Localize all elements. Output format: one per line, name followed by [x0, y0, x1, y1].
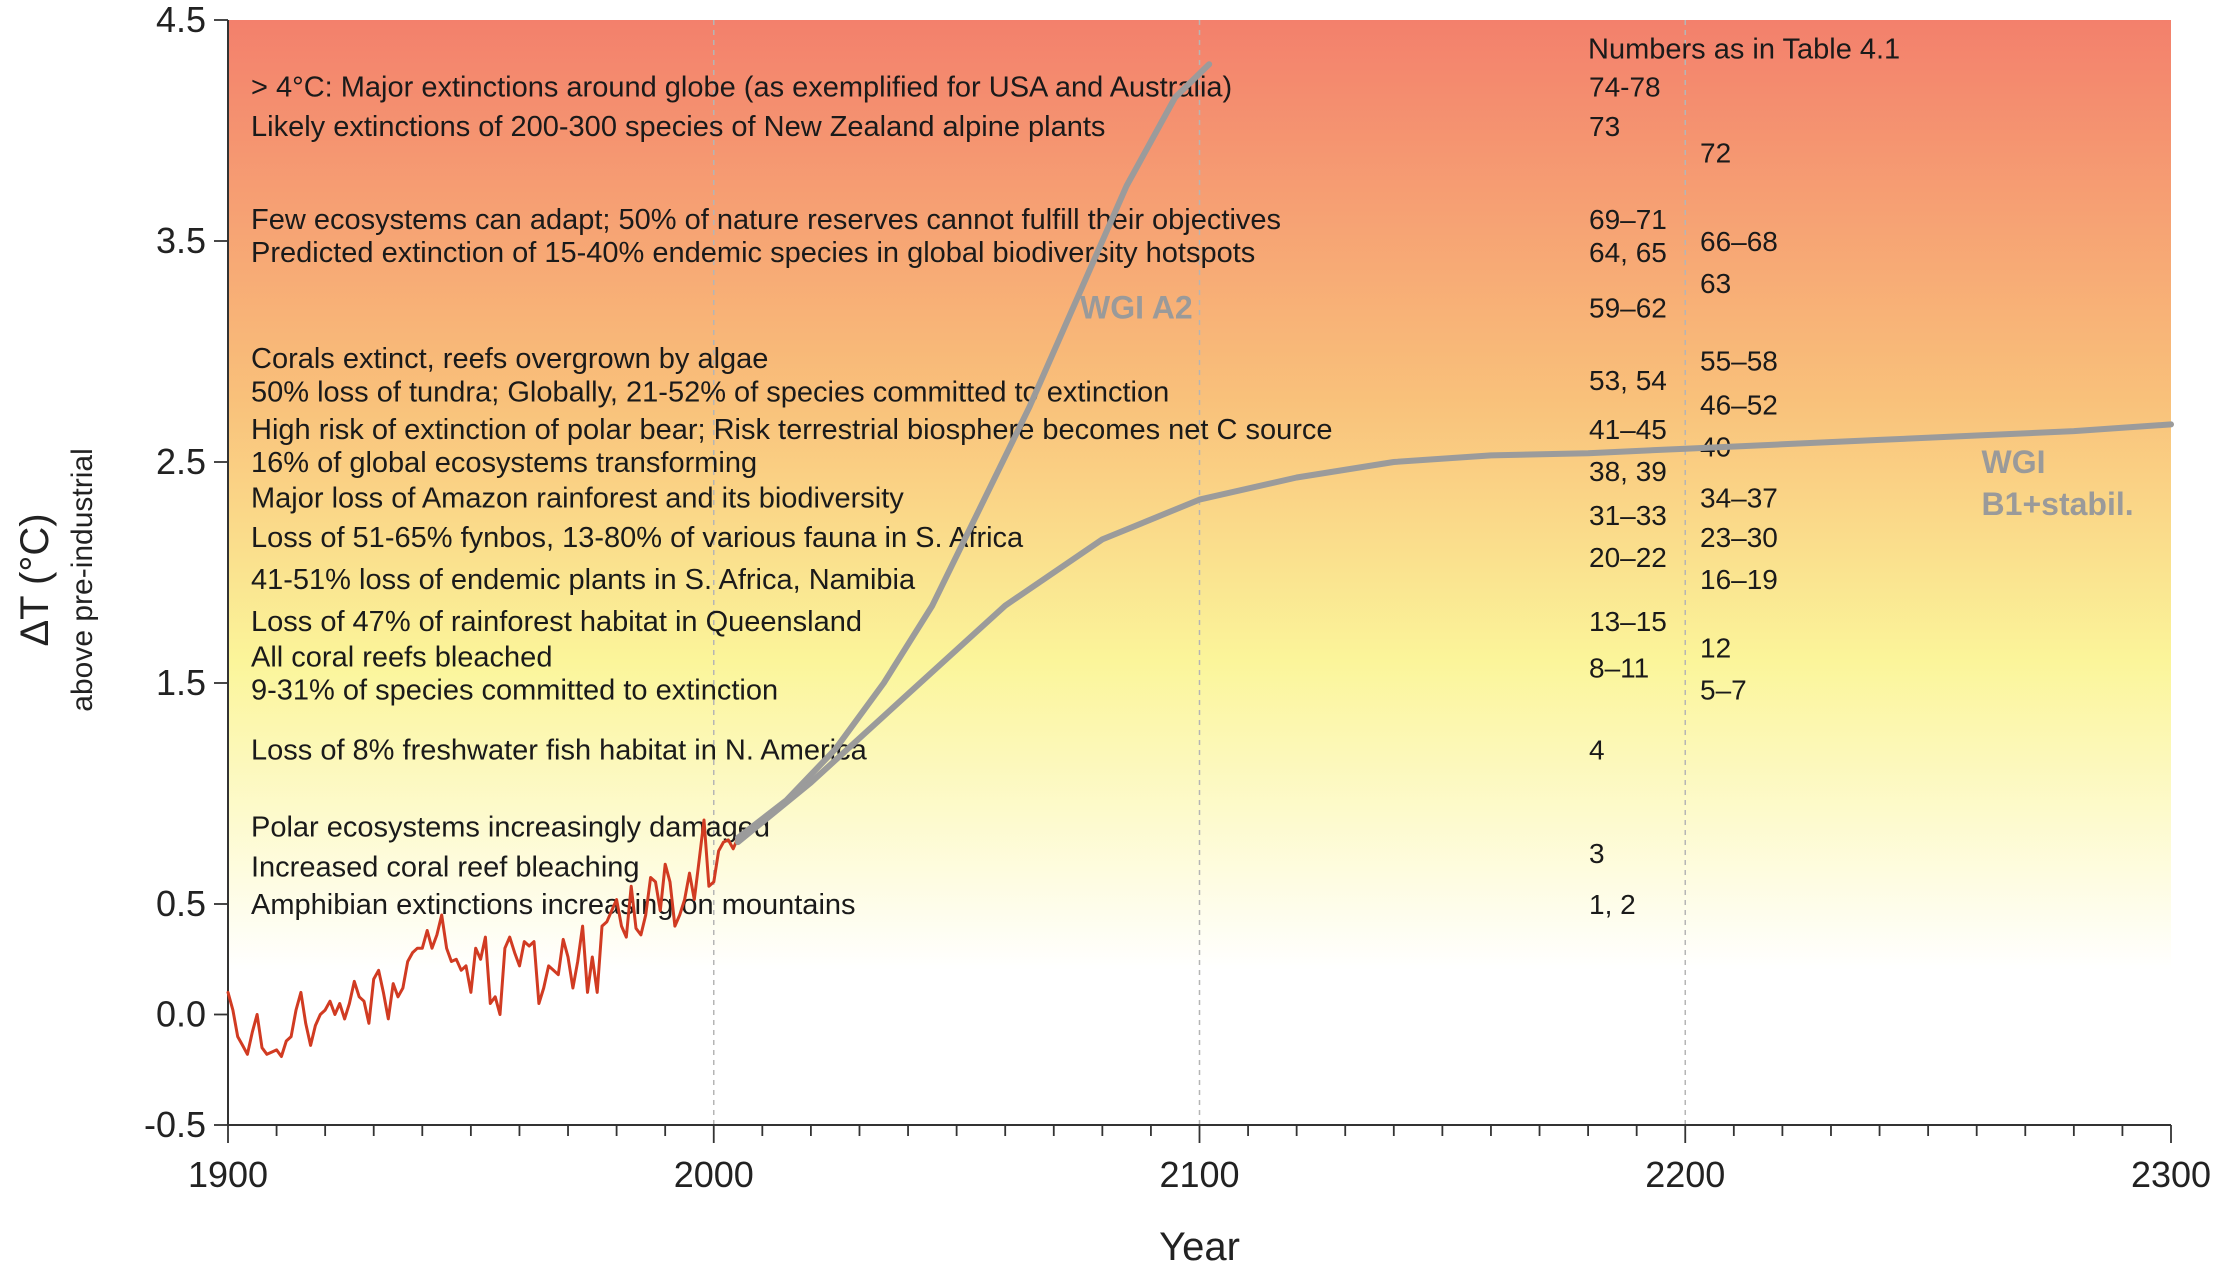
reference-number: 63 — [1700, 268, 1731, 299]
b1-stabil-scenario-line — [735, 421, 2174, 846]
impact-annotation: All coral reefs bleached — [251, 641, 552, 673]
y-tick-label: 4.5 — [156, 0, 206, 40]
axis-labels: 1900 2000 2100 2200 2300 -0.5 0.0 0.5 1.5 2.5 3.5 4… — [13, 0, 2211, 1269]
x-tick-label: 1900 — [188, 1154, 268, 1195]
impact-annotation: Few ecosystems can adapt; 50% of nature … — [251, 204, 1281, 236]
y-tick-label: -0.5 — [144, 1104, 206, 1145]
a2-scenario-line — [735, 61, 1213, 841]
series-layer — [226, 61, 2174, 1058]
reference-number: 53, 54 — [1589, 365, 1667, 396]
impact-annotation: Loss of 47% of rainforest habitat in Que… — [251, 606, 862, 638]
reference-number: 66–68 — [1700, 226, 1778, 257]
reference-number: 74-78 — [1589, 71, 1661, 102]
impact-annotation: 16% of global ecosystems transforming — [251, 447, 757, 479]
impact-annotation: Loss of 51-65% fynbos, 13-80% of various… — [251, 522, 1024, 554]
reference-number: 20–22 — [1589, 542, 1667, 573]
impact-annotation: Predicted extinction of 15-40% endemic s… — [251, 237, 1255, 269]
reference-number: 41–45 — [1589, 414, 1667, 445]
reference-number: 38, 39 — [1589, 456, 1667, 487]
table-reference-header: Numbers as in Table 4.1 — [1588, 34, 1900, 66]
y-tick-label: 2.5 — [156, 441, 206, 482]
reference-number: 5–7 — [1700, 675, 1747, 706]
reference-number: 12 — [1700, 633, 1731, 664]
reference-number: 31–33 — [1589, 500, 1667, 531]
vertical-guides — [713, 20, 1686, 1125]
reference-number: 13–15 — [1589, 606, 1667, 637]
impact-annotations: Numbers as in Table 4.1 > 4°C: Major exti… — [251, 34, 1900, 921]
reference-number: 16–19 — [1700, 564, 1778, 595]
impact-annotation: Likely extinctions of 200-300 species of… — [251, 111, 1105, 143]
y-axis-title: ΔT (°C) — [13, 513, 57, 646]
impact-annotation: Corals extinct, reefs overgrown by algae — [251, 343, 768, 375]
b1-stabil-scenario-label: WGI — [1982, 444, 2046, 480]
reference-number: 59–62 — [1589, 292, 1667, 323]
x-axis-title: Year — [1159, 1225, 1240, 1269]
x-tick-label: 2200 — [1645, 1154, 1725, 1195]
a2-scenario-label: WGI A2 — [1080, 289, 1193, 325]
x-tick-label: 2300 — [2131, 1154, 2211, 1195]
impact-annotation: Polar ecosystems increasingly damaged — [251, 812, 770, 844]
observed-temperature-line — [226, 818, 740, 1058]
impact-annotation: High risk of extinction of polar bear; R… — [251, 414, 1333, 446]
impact-annotation: Loss of 8% freshwater fish habitat in N.… — [251, 734, 868, 766]
y-tick-label: 3.5 — [156, 220, 206, 261]
reference-number: 8–11 — [1589, 653, 1649, 684]
impact-annotation: 9-31% of species committed to extinction — [251, 675, 778, 707]
y-tick-label: 1.5 — [156, 662, 206, 703]
reference-number: 64, 65 — [1589, 237, 1667, 268]
reference-number: 23–30 — [1700, 522, 1778, 553]
impact-annotation: 41-51% loss of endemic plants in S. Afri… — [251, 564, 916, 596]
reference-number: 69–71 — [1589, 204, 1667, 235]
reference-number: 46–52 — [1700, 390, 1778, 421]
impact-annotation: Amphibian extinctions increasing on moun… — [251, 889, 856, 921]
reference-number: 55–58 — [1700, 345, 1778, 376]
reference-number: 72 — [1700, 138, 1731, 169]
y-tick-label: 0.5 — [156, 883, 206, 924]
reference-number: 4 — [1589, 734, 1605, 765]
reference-number: 3 — [1589, 838, 1605, 869]
impact-annotation: > 4°C: Major extinctions around globe (a… — [251, 71, 1232, 103]
reference-number: 1, 2 — [1589, 889, 1636, 920]
axes — [214, 19, 2172, 1143]
x-tick-label: 2000 — [674, 1154, 754, 1195]
impact-annotation: Increased coral reef bleaching — [251, 851, 640, 883]
x-tick-label: 2100 — [1159, 1154, 1239, 1195]
reference-number: 34–37 — [1700, 482, 1778, 513]
y-axis-subtitle: above pre-industrial — [66, 448, 99, 711]
reference-number: 73 — [1589, 111, 1620, 142]
impact-annotation: Major loss of Amazon rainforest and its … — [251, 482, 904, 514]
impact-annotation: 50% loss of tundra; Globally, 21-52% of … — [251, 376, 1169, 408]
b1-stabil-scenario-label: B1+stabil. — [1982, 486, 2134, 522]
y-tick-label: 0.0 — [156, 994, 206, 1035]
